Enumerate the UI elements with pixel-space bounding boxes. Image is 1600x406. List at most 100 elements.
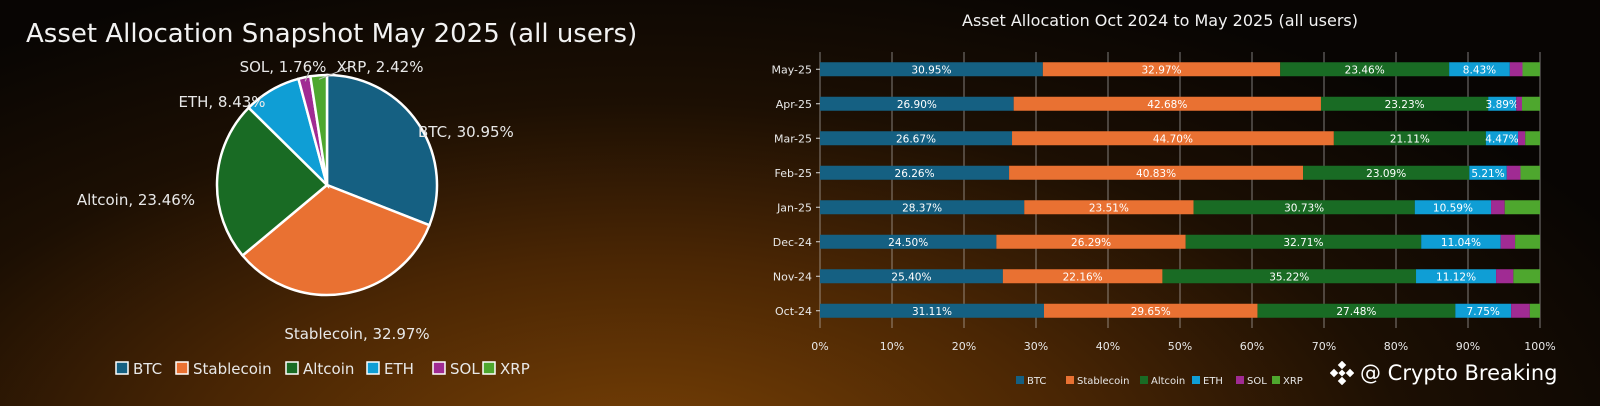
data-label: 3.89% xyxy=(1486,99,1519,111)
pie-labels: BTC, 30.95% Stablecoin, 32.97% Altcoin, 23… xyxy=(77,58,514,343)
bar-segment-sol xyxy=(1496,269,1514,284)
data-label: 27.48% xyxy=(1336,306,1376,318)
bar-legend-item-altcoin: Altcoin xyxy=(1140,376,1185,387)
pie-slice-stablecoin xyxy=(240,183,432,297)
bar-legend-item-btc: BTC xyxy=(1016,376,1046,387)
data-label: 32.97% xyxy=(1142,64,1182,76)
bar-segment-xrp xyxy=(1515,234,1540,249)
data-label: 25.40% xyxy=(891,271,931,283)
pie-legend-label: Stablecoin xyxy=(193,360,272,378)
bar-segment-btc xyxy=(820,165,1010,180)
bar-segment-sol xyxy=(1491,200,1505,215)
bar-segment-eth xyxy=(1455,303,1512,318)
bar-legend-swatch xyxy=(1236,376,1244,384)
pie-chart: Asset Allocation Snapshot May 2025 (all … xyxy=(26,19,637,378)
x-tick-label: 80% xyxy=(1384,340,1408,353)
data-label: 30.95% xyxy=(911,64,951,76)
x-tick-label: 0% xyxy=(811,340,828,353)
bar-segment-stablecoin xyxy=(1024,200,1194,215)
bar-legend-label: XRP xyxy=(1283,376,1303,387)
bar-segment-altcoin xyxy=(1280,62,1450,77)
data-label: 10.59% xyxy=(1433,202,1473,214)
bar-legend-item-xrp: XRP xyxy=(1272,376,1303,387)
category-label: Feb-25 xyxy=(775,167,812,180)
bar-segment-btc xyxy=(820,96,1014,111)
bar-segment-btc xyxy=(820,234,997,249)
bar-segment-btc xyxy=(820,269,1003,284)
pie-leader-line-xrp xyxy=(318,66,351,80)
pie-legend-label: Altcoin xyxy=(303,360,354,378)
pie-legend-swatch xyxy=(285,361,299,375)
category-label: Jan-25 xyxy=(776,201,812,214)
pie-chart-title: Asset Allocation Snapshot May 2025 (all … xyxy=(26,19,637,49)
category-label: Nov-24 xyxy=(773,270,812,283)
data-label: 29.65% xyxy=(1131,306,1171,318)
bar-segment-altcoin xyxy=(1333,131,1486,146)
stacked-bar-chart: Asset Allocation Oct 2024 to May 2025 (a… xyxy=(771,11,1555,387)
pie-legend-swatch xyxy=(432,361,446,375)
pie-legend-item-xrp: XRP xyxy=(482,360,530,378)
pie-legend-swatch xyxy=(115,361,129,375)
category-label: Dec-24 xyxy=(773,236,812,249)
bar-segment-stablecoin xyxy=(1013,96,1321,111)
pie-legend-item-eth: ETH xyxy=(366,360,414,378)
bar-segment-stablecoin xyxy=(1042,62,1281,77)
pie-legend-item-stablecoin: Stablecoin xyxy=(175,360,272,378)
pie-legend-label: ETH xyxy=(384,360,414,378)
bar-legend-item-eth: ETH xyxy=(1192,376,1223,387)
x-tick-label: 50% xyxy=(1168,340,1192,353)
bar-segment-sol xyxy=(1511,303,1530,318)
category-label: Mar-25 xyxy=(774,132,812,145)
data-label: 40.83% xyxy=(1136,168,1176,180)
data-label: 23.09% xyxy=(1366,168,1406,180)
data-label: 30.73% xyxy=(1284,202,1324,214)
x-tick-label: 40% xyxy=(1096,340,1120,353)
data-label: 28.37% xyxy=(902,202,942,214)
bar-segment-sol xyxy=(1509,62,1523,77)
pie-label-xrp: XRP, 2.42% xyxy=(337,58,424,76)
category-label: May-25 xyxy=(771,63,812,76)
bar-segment-eth xyxy=(1449,62,1510,77)
bar-legend-swatch xyxy=(1272,376,1280,384)
bar-legend-label: SOL xyxy=(1247,376,1267,387)
pie-label-eth: ETH, 8.43% xyxy=(178,93,265,111)
bar-category-labels: May-25 Apr-25 Mar-25 Feb-25 Jan-25 Dec-24 Nov-… xyxy=(771,63,820,318)
bar-segment-stablecoin xyxy=(1009,165,1304,180)
bar-legend-swatch xyxy=(1016,376,1024,384)
bar-segment-xrp xyxy=(1504,200,1540,215)
data-label: 44.70% xyxy=(1153,133,1193,145)
pie-slice-xrp xyxy=(308,73,329,186)
data-label: 26.67% xyxy=(896,133,936,145)
watermark: @ Crypto Breaking xyxy=(1330,358,1558,388)
data-label: 32.71% xyxy=(1283,237,1323,249)
pie-legend-item-sol: SOL xyxy=(432,360,480,378)
pie-legend-label: SOL xyxy=(450,360,480,378)
bar-segment-btc xyxy=(820,131,1013,146)
data-label: 8.43% xyxy=(1463,64,1496,76)
binance-diamond-icon xyxy=(1330,361,1354,385)
bar-segment-altcoin xyxy=(1257,303,1456,318)
data-label: 26.90% xyxy=(897,99,937,111)
bar-segment-altcoin xyxy=(1320,96,1489,111)
data-label: 35.22% xyxy=(1269,271,1309,283)
bar-segment-sol xyxy=(1516,96,1522,111)
bar-legend-label: ETH xyxy=(1203,376,1223,387)
pie-label-altcoin: Altcoin, 23.46% xyxy=(77,191,195,209)
bar-segment-altcoin xyxy=(1303,165,1470,180)
x-tick-label: 10% xyxy=(880,340,904,353)
data-label: 22.16% xyxy=(1063,271,1103,283)
data-label: 5.21% xyxy=(1471,168,1504,180)
bar-segment-btc xyxy=(820,303,1044,318)
bar-segment-stablecoin xyxy=(996,234,1186,249)
pie-legend-label: BTC xyxy=(133,360,162,378)
x-tick-label: 30% xyxy=(1024,340,1048,353)
bar-legend-swatch xyxy=(1140,376,1148,384)
x-tick-label: 60% xyxy=(1240,340,1264,353)
bar-segment-altcoin xyxy=(1162,269,1417,284)
x-tick-label: 70% xyxy=(1312,340,1336,353)
bar-segment-xrp xyxy=(1529,303,1540,318)
pie-label-btc: BTC, 30.95% xyxy=(418,123,514,141)
pie-legend: BTC Stablecoin Altcoin ETH SOL XRP xyxy=(115,360,530,378)
bar-segment-xrp xyxy=(1520,165,1540,180)
bar-legend-swatch xyxy=(1066,376,1074,384)
